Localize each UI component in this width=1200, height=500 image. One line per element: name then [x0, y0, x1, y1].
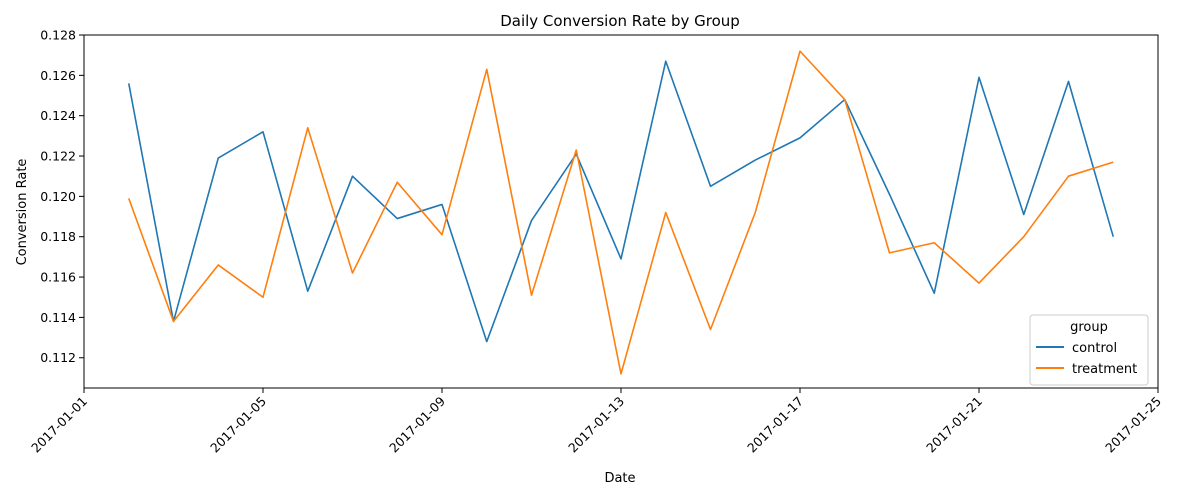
x-tick-label: 2017-01-25 — [1102, 394, 1164, 456]
y-tick-label: 0.126 — [40, 68, 76, 83]
legend: group control treatment — [1029, 314, 1149, 386]
x-tick-label: 2017-01-13 — [565, 394, 627, 456]
y-tick-label: 0.122 — [40, 149, 76, 164]
x-tick-label: 2017-01-17 — [744, 394, 806, 456]
x-axis: 2017-01-01 2017-01-05 2017-01-09 2017-01-13… — [28, 388, 1164, 455]
series-line-treatment — [127, 50, 1114, 375]
chart-title: Daily Conversion Rate by Group — [500, 12, 740, 30]
y-tick-label: 0.112 — [40, 350, 76, 365]
y-tick-label: 0.128 — [40, 28, 76, 43]
x-tick-label: 2017-01-21 — [923, 394, 985, 456]
legend-label-control: control — [1072, 341, 1117, 356]
y-tick-label: 0.120 — [40, 189, 76, 204]
plot-frame — [83, 34, 1159, 389]
plot-area — [83, 34, 1159, 389]
y-tick-label: 0.118 — [40, 229, 76, 244]
x-tick-label: 2017-01-05 — [207, 394, 269, 456]
y-tick-label: 0.114 — [40, 310, 76, 325]
series-line-control — [127, 60, 1115, 343]
y-axis-title: Conversion Rate — [15, 159, 30, 266]
y-axis: 0.112 0.114 0.116 0.118 0.120 0.122 0.124 0.126… — [40, 28, 84, 365]
y-tick-label: 0.124 — [40, 108, 76, 123]
x-tick-label: 2017-01-09 — [386, 393, 448, 455]
x-axis-title: Date — [604, 471, 635, 486]
y-tick-label: 0.116 — [40, 270, 76, 285]
legend-title: group — [1070, 320, 1108, 335]
x-tick-label: 2017-01-01 — [28, 394, 90, 456]
legend-label-treatment: treatment — [1072, 362, 1137, 377]
